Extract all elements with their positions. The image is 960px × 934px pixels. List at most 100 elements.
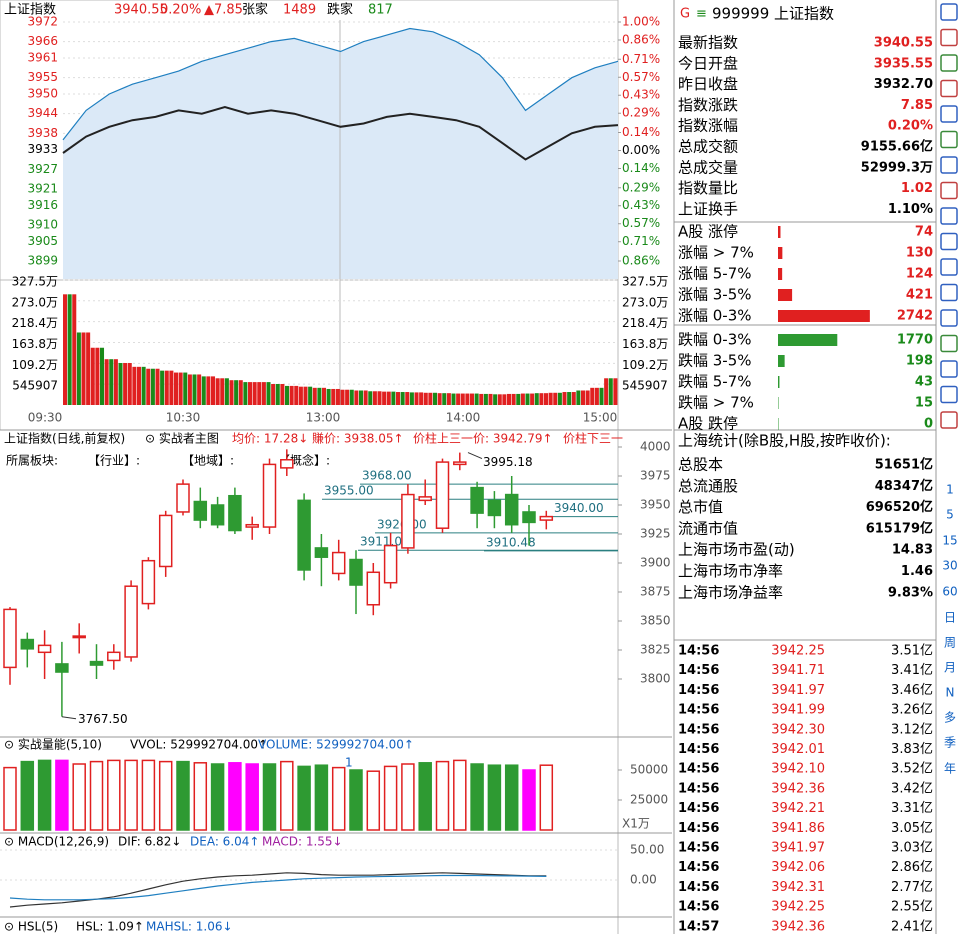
trade-time: 14:56 — [678, 742, 719, 757]
toolbar-button[interactable]: N — [946, 686, 955, 700]
y2-tick-label: 0.43% — [622, 88, 660, 102]
toolbar-button[interactable]: 多 — [944, 711, 956, 725]
stats-label: 上海市场净益率 — [678, 583, 783, 601]
y2-tick-label: 0.00% — [622, 143, 660, 157]
candle-body — [435, 461, 450, 529]
trade-time: 14:56 — [678, 762, 719, 777]
stats-value: 9.83% — [888, 585, 933, 600]
volume-bar — [289, 385, 294, 405]
toolbar-icon[interactable] — [940, 258, 958, 276]
volume-bar — [522, 769, 536, 831]
sector-label: 所属板块: — [6, 454, 58, 468]
intraday-header: 3940.55 — [114, 3, 168, 18]
candle-body — [262, 463, 277, 528]
volume-bar — [419, 392, 424, 405]
y2-tick-label: 0.57% — [622, 70, 660, 84]
toolbar-button[interactable]: 月 — [944, 661, 956, 675]
toolbar-icon[interactable] — [940, 3, 958, 21]
volume-bar — [470, 763, 484, 831]
volume-bar — [594, 387, 599, 405]
y-tick-label: 3925 — [640, 527, 671, 541]
toolbar-icon[interactable] — [940, 156, 958, 174]
toolbar-button[interactable]: 年 — [944, 762, 956, 776]
level-label: 3910.48 — [486, 535, 536, 549]
volume-bar — [123, 363, 128, 405]
breadth-bar — [778, 418, 779, 430]
volume-bar — [377, 391, 382, 405]
volume-bar — [613, 378, 618, 405]
toolbar-button[interactable]: 1 — [946, 483, 954, 497]
trade-time: 14:56 — [678, 821, 719, 836]
candle-body — [366, 571, 381, 606]
y-tick-label: 3875 — [640, 585, 671, 599]
toolbar-icon[interactable] — [940, 411, 958, 429]
breadth-count: 15 — [915, 396, 933, 411]
low-label: 3767.50 — [78, 712, 128, 726]
volume-bar — [511, 393, 516, 405]
toolbar-icon[interactable] — [940, 54, 958, 72]
trade-amount: 3.42亿 — [891, 781, 933, 796]
candle-body — [504, 493, 519, 526]
toolbar-button[interactable]: 5 — [946, 508, 954, 522]
volume-bar — [150, 368, 155, 405]
candle-body — [141, 559, 156, 605]
trade-amount: 2.77亿 — [891, 880, 933, 895]
toolbar-icon[interactable] — [940, 79, 958, 98]
stats-label: 总市值 — [678, 498, 723, 516]
volume-bar — [124, 759, 138, 831]
toolbar-icon[interactable] — [940, 360, 958, 378]
toolbar-icon[interactable] — [940, 105, 958, 123]
volume-bar — [359, 390, 364, 405]
volume-bar — [317, 387, 322, 405]
volume-bar — [178, 372, 183, 405]
unit-label: X1万 — [622, 817, 650, 831]
volume-bar — [553, 392, 558, 405]
intraday-header: 跌家 — [327, 2, 353, 18]
vol-tick-label: 218.4万 — [622, 316, 668, 330]
toolbar-icon[interactable] — [940, 283, 958, 302]
volume-header: VVOL: 529992704.00↑ — [130, 738, 268, 752]
toolbar-icon[interactable] — [940, 130, 958, 149]
volume-bar — [243, 382, 248, 405]
kline-header: 价柱下三一 — [563, 431, 623, 446]
toolbar-button[interactable]: 日 — [944, 611, 956, 625]
toolbar-icon[interactable] — [940, 309, 958, 327]
toolbar-button[interactable]: 15 — [942, 534, 957, 548]
quote-title: 999999 上证指数 — [712, 5, 834, 23]
trade-time: 14:56 — [678, 722, 719, 737]
volume-header: VOLUME: 529992704.00↑ — [258, 738, 414, 752]
volume-bar — [544, 393, 549, 405]
vol-tick-label: 163.8万 — [12, 337, 58, 351]
volume-bar — [141, 366, 146, 405]
trade-amount: 3.03亿 — [891, 841, 933, 856]
volume-bar — [437, 393, 442, 405]
sector-label: 【行业】: — [88, 454, 140, 468]
toolbar-button[interactable]: 60 — [942, 585, 957, 599]
trade-amount: 3.31亿 — [891, 801, 933, 816]
candle-body — [349, 558, 363, 586]
candle-body — [418, 496, 432, 502]
toolbar-icon[interactable] — [940, 232, 958, 251]
vol-tick-label: 545907 — [622, 379, 668, 393]
volume-bar — [113, 359, 118, 405]
dea-line — [9, 874, 547, 901]
breadth-label: A股 涨停 — [678, 223, 738, 241]
toolbar-icon[interactable] — [940, 334, 958, 353]
volume-bar — [210, 763, 225, 831]
toolbar-button[interactable]: 周 — [944, 636, 956, 650]
y-tick-label: 3927 — [27, 162, 58, 176]
volume-bar — [331, 388, 336, 405]
volume-bar — [504, 764, 519, 831]
toolbar-icon[interactable] — [940, 28, 958, 47]
trade-time: 14:56 — [678, 644, 719, 659]
y-tick-label: 3921 — [27, 181, 58, 195]
toolbar-button[interactable]: 季 — [944, 736, 956, 750]
toolbar-icon[interactable] — [940, 385, 958, 404]
toolbar-icon[interactable] — [940, 181, 958, 200]
candle-body — [487, 499, 502, 517]
toolbar-button[interactable]: 30 — [942, 559, 957, 573]
volume-bar — [197, 374, 202, 405]
stats-label: 总流通股 — [678, 477, 738, 495]
volume-bar — [345, 389, 350, 405]
toolbar-icon[interactable] — [940, 207, 958, 225]
